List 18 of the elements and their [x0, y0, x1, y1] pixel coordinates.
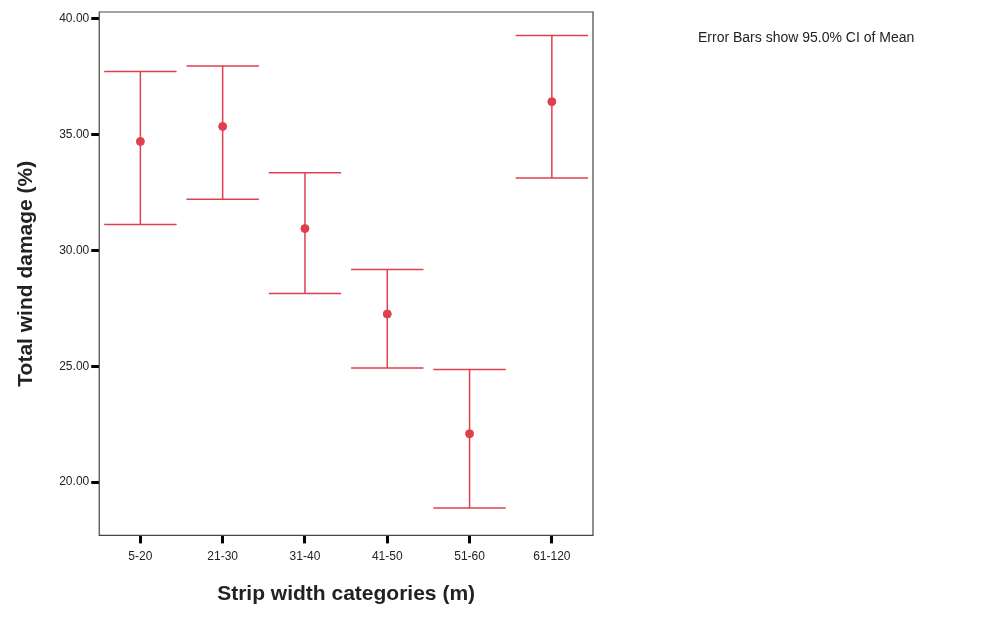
x-tick-label: 5-20 — [128, 548, 153, 563]
text: Error Bars show 95.0% CI of Mean — [698, 28, 915, 45]
x-tick-label: 61-120 — [533, 548, 571, 563]
y-axis-title: Total wind damage (%) — [13, 160, 37, 387]
y-tick-label: 40.00 — [59, 11, 90, 26]
x-tick-label: 41-50 — [371, 548, 403, 563]
y-tick-label: 35.00 — [59, 127, 90, 142]
point — [382, 309, 392, 319]
x-tick-label: 51-60 — [454, 548, 486, 563]
y-tick-label: 20.00 — [59, 474, 90, 489]
point — [465, 429, 475, 439]
y-tick-label: 30.00 — [59, 242, 90, 257]
point — [218, 121, 228, 131]
point — [135, 136, 145, 146]
x-tick-label: 31-40 — [289, 548, 321, 563]
x-tick-label: 21-30 — [207, 548, 239, 563]
y-tick-label: 25.00 — [59, 358, 90, 373]
x-axis-title: Strip width categories (m) — [217, 581, 476, 605]
